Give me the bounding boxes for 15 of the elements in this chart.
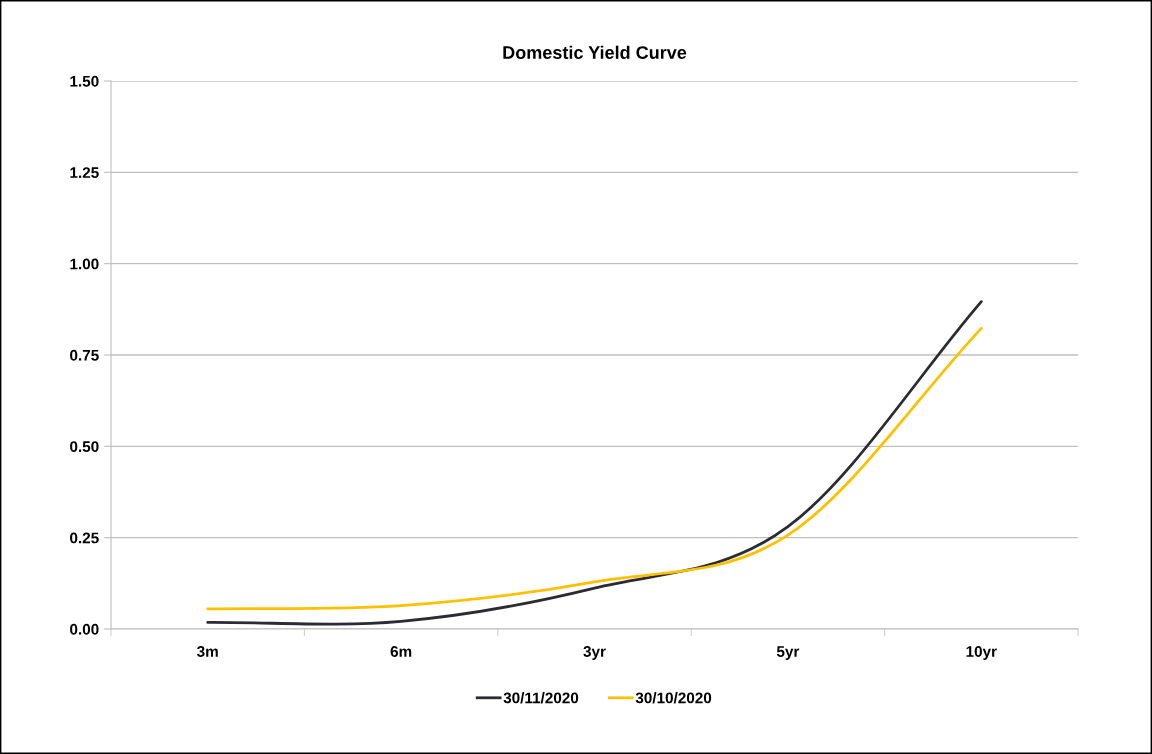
y-tick-label: 0.25 (70, 532, 99, 544)
y-tick-label: 1.50 (70, 75, 99, 87)
x-tick-label: 3yr (583, 646, 606, 660)
y-tick-label: 1.00 (70, 258, 99, 270)
y-tick-label: 1.25 (70, 167, 99, 179)
x-tick-label: 10yr (966, 646, 997, 660)
chart-title: Domestic Yield Curve (503, 45, 687, 59)
x-tick-label: 6m (390, 646, 412, 657)
legend-label: 30/11/2020 (503, 692, 579, 704)
x-tick-label: 5yr (776, 646, 800, 660)
y-tick-label: 0.75 (70, 349, 99, 361)
y-tick-label: 0.00 (70, 623, 99, 635)
y-tick-label: 0.50 (70, 441, 99, 453)
legend-label: 30/10/2020 (635, 692, 712, 704)
x-tick-label: 3m (197, 646, 218, 657)
